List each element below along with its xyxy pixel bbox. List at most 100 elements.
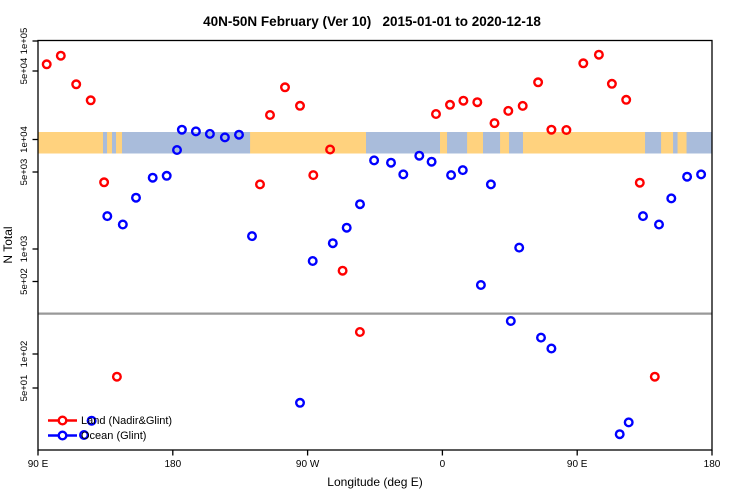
data-point — [593, 49, 604, 60]
y-tick-label: 5e+04 — [19, 58, 30, 85]
data-point — [341, 222, 352, 233]
data-point — [696, 169, 707, 180]
data-point — [41, 59, 52, 70]
data-point — [414, 150, 425, 161]
data-point — [561, 124, 572, 135]
data-point — [337, 265, 348, 276]
data-point — [307, 256, 318, 267]
data-point — [578, 58, 589, 69]
y-tick-label: 1e+04 — [19, 126, 30, 153]
data-point — [86, 415, 97, 426]
map-band-land-segment — [661, 132, 674, 154]
axis-ticks: 1e+05 5e+04 1e+04 5e+03 1e+03 5e+02 1e+02 5e+01… — [19, 28, 721, 470]
data-point — [546, 343, 557, 354]
data-point — [265, 109, 276, 120]
data-point — [485, 179, 496, 190]
legend: Land (Nadir&Glint) Ocean (Glint) — [48, 415, 172, 442]
y-tick-label: 1e+05 — [19, 28, 30, 55]
data-point — [517, 100, 528, 111]
data-point — [99, 177, 110, 188]
data-point — [130, 192, 141, 203]
data-point — [666, 193, 677, 204]
y-tick-label: 5e+03 — [19, 159, 30, 186]
x-axis-label: Longitude (deg E) — [327, 475, 422, 489]
data-point — [111, 371, 122, 382]
data-point — [308, 170, 319, 181]
data-point — [325, 144, 336, 155]
data-point — [176, 124, 187, 135]
y-tick-label: 5e+01 — [19, 375, 30, 402]
data-point — [472, 97, 483, 108]
map-band-land-segment — [250, 132, 367, 154]
map-band-land-segment — [440, 132, 448, 154]
data-point — [503, 105, 514, 116]
legend-label-ocean: Ocean (Glint) — [81, 430, 146, 442]
data-point — [355, 199, 366, 210]
map-band — [38, 132, 712, 154]
data-point — [246, 231, 257, 242]
data-point — [536, 332, 547, 343]
data-point — [78, 430, 89, 441]
x-tick-label: 180 — [164, 459, 181, 470]
data-point — [614, 429, 625, 440]
legend-item-land: Land (Nadir&Glint) — [48, 415, 172, 427]
data-point — [295, 397, 306, 408]
data-point — [546, 124, 557, 135]
data-point — [102, 211, 113, 222]
data-point — [398, 169, 409, 180]
legend-marker-land — [57, 415, 68, 426]
map-band-land-segment — [522, 132, 646, 154]
data-points — [41, 49, 707, 441]
data-point — [458, 95, 469, 106]
x-tick-label: 180 — [704, 459, 721, 470]
plot-border — [37, 39, 713, 451]
chart-title: 40N-50N February (Ver 10) 2015-01-01 to … — [203, 14, 541, 29]
data-point — [295, 100, 306, 111]
map-band-land-segment — [677, 132, 687, 154]
data-point — [171, 144, 182, 155]
data-point — [117, 219, 128, 230]
data-point — [489, 118, 500, 129]
data-point — [505, 316, 516, 327]
legend-label-land: Land (Nadir&Glint) — [81, 415, 172, 427]
data-point — [621, 94, 632, 105]
data-point — [161, 170, 172, 181]
legend-marker-ocean — [57, 430, 68, 441]
map-band-land-segment — [107, 132, 112, 154]
map-band-land-segment — [38, 132, 104, 154]
data-point — [369, 155, 380, 166]
data-point — [634, 177, 645, 188]
data-point — [219, 132, 230, 143]
data-point — [190, 126, 201, 137]
x-tick-label: 0 — [440, 459, 446, 470]
data-point — [431, 108, 442, 119]
y-tick-label: 1e+03 — [19, 236, 30, 263]
data-point — [354, 327, 365, 338]
data-point — [457, 165, 468, 176]
y-tick-label: 1e+02 — [19, 341, 30, 368]
data-point — [638, 211, 649, 222]
data-point — [233, 129, 244, 140]
map-band-land-segment — [116, 132, 123, 154]
data-point — [446, 170, 457, 181]
data-point — [533, 77, 544, 88]
x-tick-label: 90 W — [296, 459, 320, 470]
data-point — [654, 219, 665, 230]
y-tick-label: 5e+02 — [19, 268, 30, 295]
data-point — [327, 238, 338, 249]
map-band-land-segment — [500, 132, 510, 154]
data-point — [426, 156, 437, 167]
data-point — [682, 171, 693, 182]
map-band-land-segment — [467, 132, 483, 154]
data-point — [280, 82, 291, 93]
data-point — [514, 242, 525, 253]
data-point — [386, 157, 397, 168]
data-point — [204, 128, 215, 139]
data-point — [55, 50, 66, 61]
y-axis-label: N Total — [1, 226, 15, 263]
data-point — [255, 179, 266, 190]
data-point — [606, 78, 617, 89]
